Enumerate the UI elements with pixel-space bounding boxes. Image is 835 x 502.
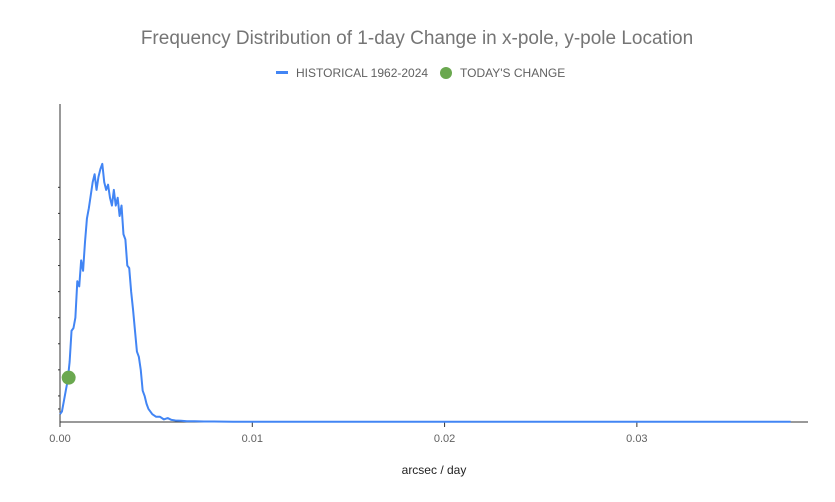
series-line-historical: [59, 162, 791, 423]
legend: HISTORICAL 1962-2024 TODAY'S CHANGE: [276, 66, 565, 80]
legend-swatch-today: [440, 67, 452, 79]
legend-item-historical[interactable]: HISTORICAL 1962-2024: [276, 66, 428, 80]
legend-item-today[interactable]: TODAY'S CHANGE: [440, 66, 565, 80]
x-tick-label: 0.02: [434, 433, 455, 445]
x-axis-ticks: 0.00 0.01 0.02 0.03: [49, 422, 648, 445]
x-tick-label: 0.01: [242, 433, 263, 445]
chart-title: Frequency Distribution of 1-day Change i…: [141, 28, 693, 49]
legend-label-historical: HISTORICAL 1962-2024: [296, 66, 428, 80]
x-tick-label: 0.03: [626, 433, 647, 445]
today-change-point[interactable]: [61, 370, 76, 385]
series-today: [61, 370, 76, 385]
legend-label-today: TODAY'S CHANGE: [460, 66, 565, 80]
x-tick-label: 0.00: [49, 433, 70, 445]
legend-swatch-historical: [276, 71, 288, 74]
x-axis-title: arcsec / day: [402, 463, 467, 477]
